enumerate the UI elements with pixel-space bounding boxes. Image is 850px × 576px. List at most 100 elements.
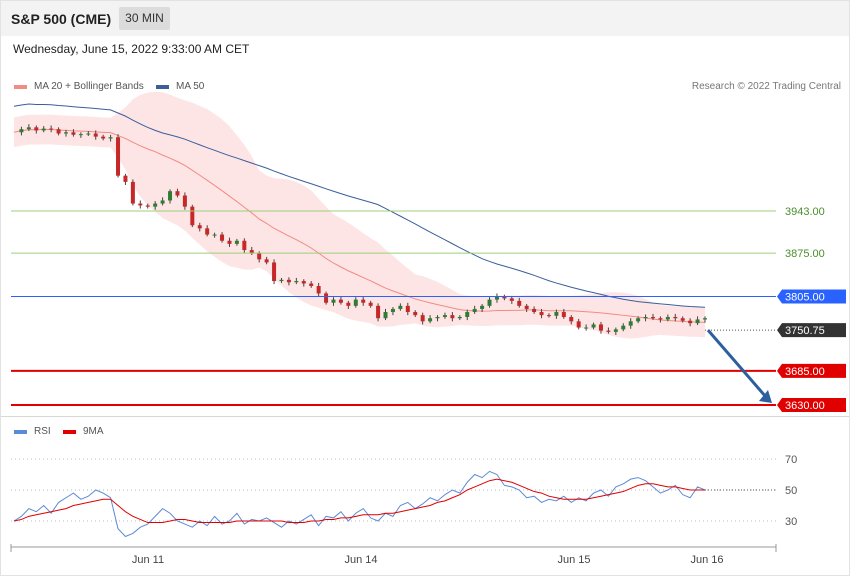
candle-body — [539, 312, 544, 316]
candle-body — [116, 137, 121, 176]
x-tick-label: Jun 15 — [557, 554, 590, 566]
candle-body — [442, 315, 447, 317]
candle-body — [584, 327, 589, 329]
x-tick-label: Jun 11 — [132, 554, 164, 566]
level-label-resistance: 3943.00 — [785, 206, 825, 218]
candle-body — [145, 205, 150, 207]
candle-body — [413, 312, 418, 316]
candle-body — [658, 318, 663, 320]
candle-body — [569, 316, 574, 322]
candle-body — [376, 305, 381, 319]
candle-body — [71, 132, 76, 135]
copyright-notice: Research © 2022 Trading Central — [691, 81, 841, 92]
candle-body — [457, 316, 462, 319]
candle-body — [168, 191, 173, 201]
candle-body — [205, 228, 210, 235]
candle-body — [361, 299, 366, 303]
legend-9ma: 9MA — [63, 426, 104, 437]
rsi-tick-label: 30 — [785, 516, 797, 528]
candle-body — [338, 299, 343, 303]
candle-body — [680, 318, 685, 321]
candle-body — [428, 318, 433, 322]
legend-ma50: MA 50 — [156, 81, 204, 92]
ma20-line — [13, 128, 706, 323]
candle-body — [435, 316, 440, 319]
candle-body — [636, 318, 641, 322]
candle-body — [160, 200, 165, 204]
level-label-support: 3630.00 — [785, 400, 825, 412]
candle-body — [220, 234, 225, 241]
interval-button[interactable]: 30 MIN — [119, 7, 170, 30]
candle-body — [524, 305, 529, 309]
candle-body — [420, 315, 425, 322]
rsi-tick-label: 50 — [785, 485, 797, 497]
legend-label-ma20: MA 20 + Bollinger Bands — [34, 81, 144, 92]
instrument-title: S&P 500 (CME) — [11, 11, 112, 27]
candle-body — [182, 195, 187, 207]
candle-body — [49, 128, 54, 130]
candle-body — [383, 312, 388, 319]
candle-body — [398, 305, 403, 309]
candle-body — [130, 181, 135, 204]
x-tick-label: Jun 16 — [690, 554, 723, 566]
legend-label-rsi: RSI — [34, 426, 51, 437]
legend-swatch-9ma — [63, 429, 76, 434]
candle-body — [242, 240, 247, 251]
candle-body — [26, 127, 31, 130]
level-label-last: 3750.75 — [785, 325, 825, 337]
level-label-support: 3685.00 — [785, 366, 825, 378]
candle-body — [390, 308, 395, 313]
x-tick-label: Jun 14 — [344, 554, 377, 566]
candle-body — [286, 279, 291, 283]
candle-body — [108, 137, 113, 139]
candle-body — [78, 134, 83, 136]
candle-body — [279, 279, 284, 282]
rsi-series-rsi — [13, 470, 706, 538]
candle-body — [554, 312, 559, 316]
candle-body — [34, 127, 39, 131]
level-tag-last — [777, 323, 846, 338]
candle-body — [272, 262, 277, 282]
level-label-pivot: 3805.00 — [785, 292, 825, 304]
candle-body — [227, 240, 232, 244]
candle-body — [264, 259, 269, 263]
candle-body — [688, 320, 693, 324]
candle-body — [153, 203, 158, 207]
candle-body — [234, 240, 239, 244]
candle-body — [212, 234, 217, 236]
candle-body — [249, 250, 254, 254]
candle-body — [190, 206, 195, 226]
chart-timestamp: Wednesday, June 15, 2022 9:33:00 AM CET — [13, 42, 250, 56]
forecast-arrow-shaft — [706, 329, 768, 398]
forecast-arrow-head — [759, 390, 772, 403]
candle-body — [621, 325, 626, 330]
candle-body — [546, 315, 551, 317]
candle-body — [465, 312, 470, 317]
candle-body — [517, 300, 522, 306]
candle-body — [509, 298, 514, 301]
candle-body — [598, 324, 603, 331]
candle-body — [294, 281, 299, 283]
candle-body — [138, 203, 143, 206]
candle-body — [368, 302, 373, 306]
candle-body — [591, 324, 596, 328]
candle-body — [56, 129, 61, 134]
candle-body — [41, 128, 46, 131]
candle-body — [93, 133, 98, 137]
candle-body — [197, 225, 202, 229]
legend-ma20-bollinger: MA 20 + Bollinger Bands — [14, 81, 144, 92]
ma50-line — [13, 103, 706, 308]
candle-body — [19, 129, 24, 133]
candle-body — [494, 296, 499, 300]
level-tag-pivot — [777, 289, 846, 304]
candle-body — [695, 319, 700, 324]
legend-swatch-ma20 — [14, 84, 27, 89]
level-label-resistance: 3875.00 — [785, 248, 825, 260]
candle-body — [123, 175, 128, 182]
candle-body — [561, 312, 566, 317]
candle-body — [324, 293, 329, 303]
candle-body — [301, 281, 306, 284]
candle-body — [673, 316, 678, 319]
candle-body — [606, 330, 611, 332]
